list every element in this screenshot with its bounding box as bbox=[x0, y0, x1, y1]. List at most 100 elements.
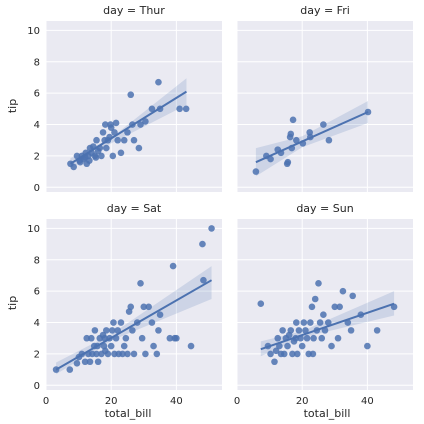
data-point bbox=[108, 327, 116, 334]
data-point bbox=[289, 350, 296, 358]
data-point bbox=[114, 327, 122, 334]
x-tick-label: 20 bbox=[296, 396, 309, 407]
data-point bbox=[73, 360, 81, 367]
data-point bbox=[92, 154, 100, 161]
y-tick-label: 4 bbox=[34, 120, 40, 131]
data-point bbox=[293, 136, 300, 144]
data-point bbox=[124, 129, 131, 136]
panel-fri: day = Fri bbox=[236, 4, 413, 192]
regression-line bbox=[69, 90, 188, 165]
data-point bbox=[109, 152, 117, 160]
data-point bbox=[124, 350, 131, 358]
data-point bbox=[88, 334, 95, 342]
data-point bbox=[120, 342, 128, 350]
data-point bbox=[98, 152, 105, 160]
data-point bbox=[318, 334, 326, 342]
data-point bbox=[308, 303, 316, 311]
data-point bbox=[295, 327, 303, 334]
data-point bbox=[311, 295, 319, 303]
data-point bbox=[252, 168, 260, 175]
data-point bbox=[293, 319, 300, 326]
data-point bbox=[102, 144, 110, 152]
data-point bbox=[107, 342, 115, 350]
data-point bbox=[155, 78, 162, 86]
data-point bbox=[127, 303, 135, 311]
data-point bbox=[300, 319, 308, 326]
data-point bbox=[187, 342, 195, 350]
data-point bbox=[272, 347, 280, 355]
data-point bbox=[320, 121, 327, 128]
data-point bbox=[94, 358, 102, 366]
data-point bbox=[200, 276, 207, 284]
data-point bbox=[70, 163, 78, 171]
data-point bbox=[130, 136, 138, 144]
data-point bbox=[199, 240, 206, 248]
x-tick-label: 0 bbox=[234, 396, 240, 407]
data-point bbox=[148, 105, 156, 113]
data-point bbox=[307, 319, 314, 326]
data-point bbox=[112, 119, 120, 127]
data-point bbox=[111, 129, 118, 136]
y-tick-label: 6 bbox=[34, 89, 40, 100]
data-point bbox=[129, 327, 136, 334]
data-point bbox=[364, 342, 371, 350]
data-point bbox=[119, 350, 126, 358]
data-point bbox=[83, 334, 91, 342]
data-point bbox=[137, 280, 144, 287]
y-tick-label: 0 bbox=[34, 183, 40, 194]
x-axis-label-right: total_bill bbox=[304, 407, 351, 420]
data-point bbox=[267, 350, 274, 358]
data-point bbox=[140, 303, 148, 311]
x-tick-label: 40 bbox=[170, 396, 183, 407]
data-point bbox=[86, 157, 93, 164]
data-point bbox=[142, 350, 149, 358]
data-point bbox=[334, 334, 342, 342]
data-point bbox=[81, 358, 89, 366]
data-point bbox=[315, 280, 322, 287]
data-point bbox=[153, 350, 161, 358]
data-point bbox=[309, 350, 317, 358]
x-tick-label: 40 bbox=[361, 396, 374, 407]
data-point bbox=[176, 105, 183, 113]
data-point bbox=[93, 350, 100, 358]
x-axis-label-left: total_bill bbox=[105, 407, 152, 420]
x-tick-label: 0 bbox=[43, 396, 49, 407]
data-point bbox=[93, 136, 100, 144]
data-point bbox=[122, 334, 130, 342]
data-point bbox=[349, 292, 357, 300]
data-point bbox=[102, 121, 109, 128]
data-point bbox=[142, 118, 149, 125]
data-point bbox=[173, 334, 180, 342]
data-point bbox=[117, 319, 125, 326]
data-point bbox=[155, 327, 162, 334]
data-point bbox=[287, 327, 295, 334]
data-point bbox=[320, 311, 327, 318]
data-point bbox=[298, 342, 306, 350]
y-axis-label-top: tip bbox=[6, 99, 19, 113]
data-point bbox=[86, 358, 94, 366]
data-point bbox=[148, 319, 156, 326]
data-point bbox=[271, 358, 278, 366]
panel-title: day = Thur bbox=[103, 4, 165, 17]
data-point bbox=[138, 334, 146, 342]
data-point bbox=[99, 129, 107, 136]
data-point bbox=[114, 136, 122, 144]
data-point bbox=[107, 124, 115, 131]
data-point bbox=[316, 319, 324, 326]
data-point bbox=[145, 303, 152, 311]
data-point bbox=[156, 311, 164, 318]
regression-line bbox=[255, 111, 369, 164]
y-tick-label: 4 bbox=[34, 318, 40, 329]
data-point bbox=[102, 327, 110, 334]
y-tick-label: 10 bbox=[27, 26, 40, 37]
data-point bbox=[137, 121, 144, 128]
data-point bbox=[208, 225, 215, 232]
data-point bbox=[336, 303, 343, 311]
data-point bbox=[135, 144, 143, 152]
data-point bbox=[182, 105, 190, 113]
panel-title: day = Sat bbox=[107, 202, 162, 215]
data-point bbox=[303, 334, 311, 342]
panel-sun: 0 20 40 day = Sun bbox=[234, 202, 413, 407]
y-tick-label: 0 bbox=[34, 381, 40, 392]
